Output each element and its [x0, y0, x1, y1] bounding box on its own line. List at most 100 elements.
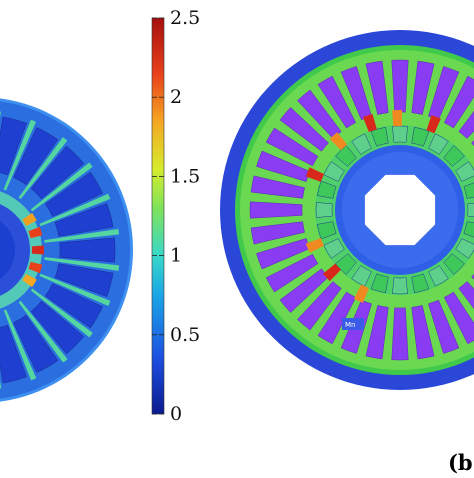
panel-a-slot: [44, 171, 103, 217]
modulation-segment: [463, 221, 474, 238]
saturation-hotspot: [305, 167, 325, 182]
colorbar-tick-label: 0.5: [170, 324, 200, 346]
stator-slot: [411, 60, 435, 115]
modulation-segment: [455, 161, 474, 182]
colorbar-ticks: 2.5 2 1.5 1 0.5 0: [152, 7, 200, 425]
modulation-segment: [411, 126, 430, 147]
pole-label-box: [342, 318, 364, 330]
panel-a-tooth: [0, 111, 1, 118]
panel-a-slot: [30, 300, 85, 355]
colorbar: 2.5 2 1.5 1 0.5 0: [151, 7, 200, 425]
colorbar-tick-label: 1: [170, 245, 182, 267]
panel-a-hotspot: [28, 261, 43, 274]
modulation-segment: [316, 180, 337, 199]
colorbar-tick-label: 2.5: [170, 7, 200, 29]
stator-slot: [265, 253, 319, 293]
stator-slot: [265, 127, 319, 167]
panel-a-tooth: [30, 288, 93, 338]
modulation-segments: [315, 125, 474, 295]
modulation-segment: [463, 182, 474, 199]
panel-a-tooth: [30, 162, 93, 212]
stator-slot: [250, 175, 305, 199]
stator-slot: [391, 307, 409, 361]
modulation-segment: [323, 161, 345, 182]
panel-a-tooth: [3, 309, 37, 381]
modulation-segment: [467, 203, 474, 217]
stator-slots: [249, 59, 474, 361]
panel-a-slot: [44, 283, 103, 329]
pole-label: Mn: [345, 321, 355, 329]
stator-slot: [256, 150, 311, 182]
modulation-segment: [316, 221, 337, 240]
stator-slot: [391, 59, 409, 113]
saturation-hotspots: [305, 110, 441, 303]
modulation-segment: [392, 125, 408, 143]
stator-slot: [443, 291, 474, 345]
modulation-segment: [443, 253, 465, 275]
stator-slot: [443, 75, 474, 129]
panel-a-tooth: [18, 300, 68, 363]
stator-slot: [365, 305, 389, 360]
stator-slot: [458, 281, 474, 310]
modulation-segment: [351, 133, 372, 155]
panel-a-tooth: [44, 257, 120, 271]
saturation-hotspot: [353, 284, 369, 303]
colorbar-tick-label: 1.5: [170, 165, 200, 187]
modulation-segment: [428, 265, 449, 287]
stator-slot: [297, 281, 342, 331]
stator-slot: [471, 273, 474, 280]
modulation-segment: [351, 265, 372, 287]
modulation-segment: [370, 273, 389, 294]
panel-a-tooth: [0, 380, 2, 389]
modulation-segment: [411, 273, 430, 294]
panel-a-hotspot: [22, 274, 37, 288]
panel-a-slot: [13, 127, 59, 186]
panel-b-motor-section: Mn: [220, 30, 474, 390]
panel-a-slot: [0, 116, 27, 176]
modulation-segment: [455, 238, 474, 259]
panel-a-hotspot: [22, 212, 37, 226]
panel-a-hotspot: [31, 245, 45, 255]
modulation-segment: [428, 133, 449, 155]
saturation-hotspot: [305, 238, 325, 253]
panel-a-hotspot: [28, 226, 43, 239]
panel-b-label: (b: [448, 450, 473, 474]
panel-a-tooth: [39, 273, 111, 307]
stator-slot: [279, 107, 329, 152]
panel-a-slot: [0, 324, 27, 384]
saturation-hotspot: [329, 132, 348, 151]
rotor-shaft-bore: [364, 174, 436, 246]
colorbar-gradient: [151, 17, 165, 415]
stator-slot: [317, 291, 357, 345]
panel-a-bore: [0, 221, 15, 279]
colorbar-tick-label: 2: [170, 86, 182, 108]
stator-slot: [428, 299, 460, 354]
stator-slot: [411, 305, 435, 360]
stator-slot: [249, 201, 303, 219]
saturation-hotspot: [362, 113, 377, 132]
panel-a-tooth: [44, 228, 120, 243]
panel-a-motor-section: [0, 98, 133, 402]
stator-slot: [250, 221, 305, 245]
stator-slot: [365, 60, 389, 115]
stator-slot: [317, 75, 357, 129]
modulation-segment: [392, 277, 408, 295]
panel-a-slot: [13, 314, 59, 373]
modulation-segment: [443, 145, 465, 167]
saturation-hotspot: [392, 110, 403, 127]
saturation-hotspot: [426, 115, 441, 134]
modulation-segment: [315, 202, 333, 218]
panel-a-tooth: [18, 137, 68, 200]
panel-a-slot: [30, 145, 85, 200]
panel-a-slot: [59, 237, 116, 263]
panel-a-slot: [54, 203, 114, 237]
saturation-hotspot: [322, 263, 341, 282]
panel-a-tooth: [3, 119, 37, 191]
panel-a-tooth: [39, 193, 111, 227]
modulation-segment: [370, 126, 389, 147]
colorbar-tick-label: 0: [170, 403, 182, 425]
stator-slot: [458, 110, 474, 139]
panel-a-slot: [54, 263, 114, 297]
